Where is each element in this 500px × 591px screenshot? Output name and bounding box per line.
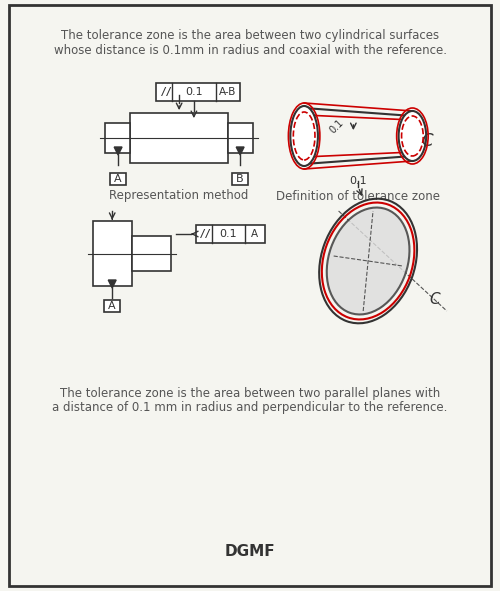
Text: A-B: A-B <box>218 87 236 97</box>
Text: B: B <box>236 174 244 184</box>
FancyBboxPatch shape <box>110 173 126 185</box>
Text: C: C <box>422 132 433 150</box>
Text: Representation method: Representation method <box>110 190 249 203</box>
FancyBboxPatch shape <box>196 225 265 243</box>
Ellipse shape <box>290 106 318 166</box>
Text: The tolerance zone is the area between two parallel planes with: The tolerance zone is the area between t… <box>60 387 440 400</box>
FancyBboxPatch shape <box>156 83 240 101</box>
Text: The tolerance zone is the area between two cylindrical surfaces: The tolerance zone is the area between t… <box>61 28 439 41</box>
Text: A: A <box>252 229 258 239</box>
FancyBboxPatch shape <box>228 123 253 153</box>
Text: /: / <box>201 229 204 239</box>
Text: 0.1: 0.1 <box>350 176 367 186</box>
Text: A: A <box>114 174 122 184</box>
Text: 0.1: 0.1 <box>185 87 202 97</box>
FancyBboxPatch shape <box>132 236 172 271</box>
FancyBboxPatch shape <box>104 300 120 312</box>
FancyBboxPatch shape <box>92 221 132 286</box>
Text: a distance of 0.1 mm in radius and perpendicular to the reference.: a distance of 0.1 mm in radius and perpe… <box>52 401 448 414</box>
FancyBboxPatch shape <box>9 5 491 586</box>
Text: Definition of tolerance zone: Definition of tolerance zone <box>276 190 440 203</box>
Ellipse shape <box>326 207 409 314</box>
Text: /: / <box>162 87 165 97</box>
Text: DGMF: DGMF <box>224 544 276 558</box>
FancyBboxPatch shape <box>232 173 248 185</box>
Polygon shape <box>114 147 122 155</box>
Ellipse shape <box>398 111 426 161</box>
Polygon shape <box>108 280 116 288</box>
FancyBboxPatch shape <box>106 123 130 153</box>
Text: C: C <box>430 291 440 307</box>
Text: A: A <box>108 301 116 311</box>
Text: 0.1: 0.1 <box>328 117 345 135</box>
Text: /: / <box>206 229 210 239</box>
FancyBboxPatch shape <box>130 113 228 163</box>
Polygon shape <box>236 147 244 155</box>
Text: /: / <box>166 87 170 97</box>
Text: 0.1: 0.1 <box>220 229 237 239</box>
Text: whose distance is 0.1mm in radius and coaxial with the reference.: whose distance is 0.1mm in radius and co… <box>54 44 446 57</box>
